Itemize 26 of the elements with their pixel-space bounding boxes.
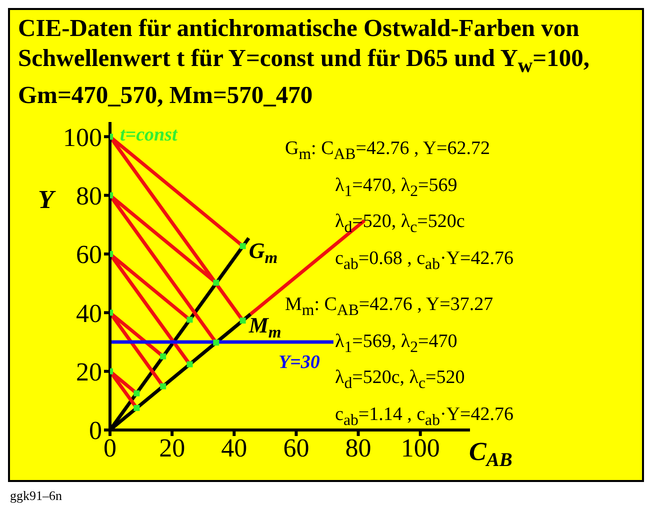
x-tick-label: 60 <box>283 433 310 462</box>
y-tick-label: 60 <box>76 240 102 270</box>
y-tick-label: 80 <box>76 182 102 211</box>
y-tick-label: 100 <box>63 122 102 152</box>
y-axis-title: Y <box>38 185 56 214</box>
x-tick-label: 20 <box>159 433 186 462</box>
annotation: M$_{m}$: C$_{AB}$=42.76 , Y=37.27 <box>285 294 494 320</box>
text: ggk91–6n <box>10 488 62 504</box>
annotation: c$_{ab}$=1.14 , c$_{ab}$·Y=42.76 <box>335 404 514 430</box>
x-tick-label: 80 <box>345 433 372 462</box>
annotation: G$_{m}$: C$_{AB}$=42.76 , Y=62.72 <box>285 138 490 164</box>
annotation: λ$_{1}$=569, λ$_{2}$=470 <box>335 330 458 356</box>
annotation: λ$_{d}$=520c, λ$_{c}$=520 <box>335 367 465 393</box>
series-label: Y=30 <box>278 352 320 373</box>
y-tick-label: 40 <box>76 298 102 328</box>
chart-title: CIE-Daten für antichromatische Ostwald-Farben von Schwellenwert t für Y=const und für D65 und Y$_{w}$=100, Gm=470_570, Mm=570_470 <box>18 15 590 109</box>
series-label: t=const <box>120 124 178 146</box>
y-tick-label: 20 <box>76 358 102 387</box>
x-tick-label: 100 <box>400 433 440 462</box>
annotation: c$_{ab}$=0.68 , c$_{ab}$·Y=42.76 <box>335 248 514 274</box>
x-axis-title: C$_{AB}$ <box>469 437 512 471</box>
annotation: M$_{m}$ <box>248 312 282 342</box>
annotation: λ$_{d}$=520, λ$_{c}$=520c <box>335 211 465 237</box>
annotation: G$_{m}$ <box>248 238 278 268</box>
x-tick-label: 40 <box>221 433 248 462</box>
annotation: λ$_{1}$=470, λ$_{2}$=569 <box>335 174 458 200</box>
